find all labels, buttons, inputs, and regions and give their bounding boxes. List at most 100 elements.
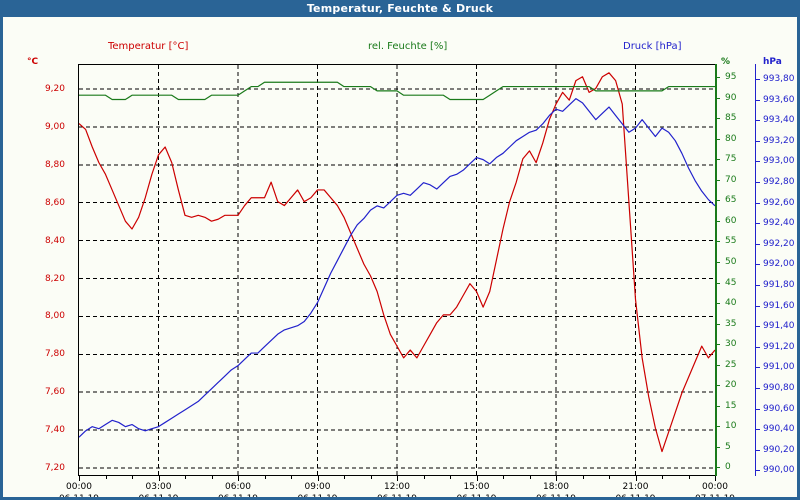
legend-temperature: Temperatur [°C]: [108, 41, 189, 52]
humidity-tick-label: 55: [725, 236, 737, 247]
chart-panel: Temperatur [°C] rel. Feuchte [%] Druck […: [3, 17, 797, 497]
temperature-tick-label: 9,20: [44, 84, 65, 94]
humidity-tick-mark: [716, 261, 720, 263]
x-axis-tick-mark: [609, 476, 610, 479]
x-axis-tick-mark: [635, 476, 637, 481]
pressure-tick-label: 990,40: [763, 424, 795, 435]
pressure-tick-mark: [756, 161, 760, 163]
pressure-tick-mark: [756, 305, 760, 307]
pressure-tick-mark: [756, 202, 760, 204]
humidity-tick-mark: [716, 77, 720, 78]
temperature-tick-label: 7,60: [44, 387, 65, 398]
humidity-tick-mark: [716, 159, 720, 161]
x-axis-tick-mark: [662, 476, 663, 479]
temperature-tick-label: 7,20: [44, 463, 65, 473]
x-axis-date: 06.11.19: [526, 493, 586, 497]
pressure-tick-mark: [756, 449, 760, 451]
humidity-tick-mark: [716, 364, 720, 366]
humidity-tick-mark: [716, 138, 720, 140]
pressure-tick-label: 993,40: [763, 115, 795, 126]
pressure-tick-mark: [756, 182, 760, 183]
humidity-tick-mark: [716, 446, 720, 448]
pressure-tick-mark: [756, 285, 760, 286]
temperature-axis-unit: °C: [27, 57, 39, 67]
humidity-tick-mark: [716, 179, 720, 181]
pressure-tick-label: 992,20: [763, 238, 795, 249]
humidity-axis-unit: %: [721, 57, 731, 67]
humidity-tick-label: 50: [725, 256, 737, 267]
pressure-tick-label: 993,80: [763, 74, 795, 84]
pressure-tick-mark: [756, 140, 760, 142]
humidity-tick-label: 30: [725, 339, 737, 350]
pressure-tick-mark: [756, 223, 760, 225]
pressure-tick-label: 990,20: [763, 444, 795, 455]
pressure-tick-label: 990,00: [763, 465, 795, 476]
humidity-tick-mark: [716, 97, 720, 99]
humidity-tick-label: 80: [725, 133, 737, 144]
x-axis-date: 06.11.19: [606, 493, 666, 497]
humidity-tick-label: 85: [725, 113, 737, 124]
humidity-tick-label: 70: [725, 174, 737, 185]
pressure-tick-mark: [756, 388, 760, 389]
x-axis-tick-mark: [105, 476, 107, 479]
pressure-tick-label: 993,00: [763, 156, 795, 167]
x-axis-time: 15:00: [463, 482, 490, 492]
x-axis-date: 06.11.19: [367, 493, 427, 497]
legend-pressure: Druck [hPa]: [623, 41, 682, 52]
humidity-tick-mark: [716, 303, 720, 305]
humidity-tick-mark: [716, 405, 720, 407]
pressure-tick-label: 993,20: [763, 135, 795, 146]
humidity-tick-label: 65: [725, 195, 737, 206]
humidity-tick-label: 25: [725, 359, 737, 370]
x-axis-tick-mark: [317, 476, 319, 481]
humidity-axis-line: [715, 64, 717, 476]
plot-border-left: [78, 64, 79, 476]
temperature-tick-label: 9,00: [44, 121, 65, 132]
x-axis-time: 06:00: [225, 482, 251, 492]
x-axis-date: 06.11.19: [129, 493, 189, 497]
humidity-tick-mark: [716, 426, 720, 428]
pressure-tick-label: 990,60: [763, 403, 795, 414]
pressure-tick-mark: [756, 264, 760, 266]
humidity-tick-label: 75: [725, 154, 737, 165]
x-axis-tick-mark: [450, 476, 451, 479]
humidity-tick-label: 45: [725, 277, 737, 288]
humidity-tick-mark: [716, 118, 720, 120]
humidity-tick-label: 15: [725, 400, 737, 411]
x-axis-tick-mark: [529, 476, 531, 479]
humidity-tick-label: 40: [725, 298, 737, 309]
x-axis-tick-mark: [238, 476, 239, 481]
x-axis-time: 00:00: [702, 482, 728, 492]
humidity-tick-mark: [716, 241, 720, 243]
temperature-tick-label: 8,60: [44, 197, 65, 208]
pressure-tick-label: 993,60: [763, 94, 795, 105]
humidity-tick-label: 5: [725, 441, 731, 452]
humidity-tick-label: 10: [725, 421, 737, 432]
pressure-tick-mark: [756, 120, 760, 122]
x-axis-tick-mark: [264, 476, 266, 479]
x-axis-tick-mark: [715, 476, 716, 481]
humidity-tick-mark: [716, 200, 720, 202]
temperature-tick-label: 8,20: [44, 273, 65, 284]
legend-humidity: rel. Feuchte [%]: [368, 41, 448, 52]
x-axis-time: 09:00: [304, 482, 331, 492]
data-series: [79, 72, 715, 453]
x-axis-date: 07.11.19: [685, 493, 745, 497]
x-axis-tick-mark: [397, 476, 398, 481]
x-axis-tick-mark: [556, 476, 557, 481]
humidity-tick-label: 95: [725, 72, 737, 82]
temperature-tick-label: 7,40: [44, 425, 65, 436]
x-axis-tick-mark: [582, 476, 584, 479]
pressure-tick-mark: [756, 326, 760, 328]
x-axis-time: 12:00: [384, 482, 410, 492]
pressure-axis-line: [755, 64, 756, 476]
pressure-tick-label: 992,80: [763, 177, 795, 187]
x-axis-time: 00:00: [66, 482, 92, 492]
